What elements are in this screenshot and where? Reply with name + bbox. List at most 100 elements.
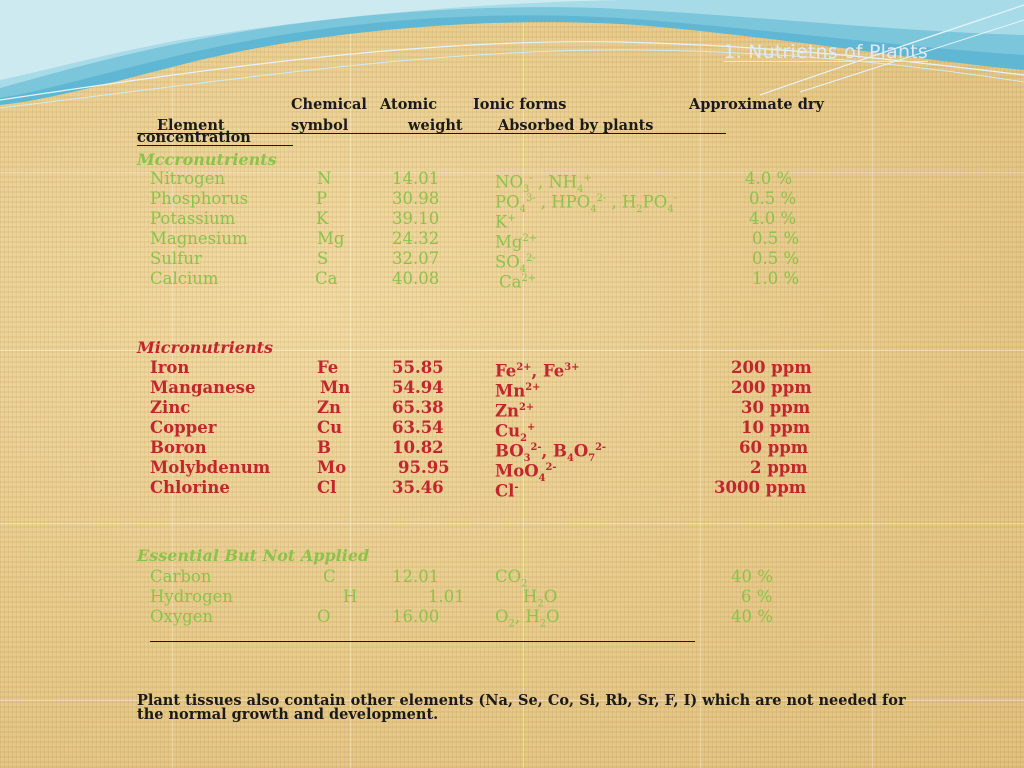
atomic-weight: 65.38	[392, 398, 444, 417]
atomic-weight: 16.00	[392, 607, 440, 626]
header-weight: weight	[408, 117, 463, 134]
element-symbol: S	[317, 249, 329, 268]
concentration: 40 %	[731, 567, 773, 586]
header-rule	[137, 133, 726, 134]
header-element: Element	[157, 117, 225, 134]
element-name: Chlorine	[150, 478, 230, 497]
ionic-forms: Mn2+	[495, 381, 541, 401]
page-title: 1. Nutrietns of Plants	[723, 41, 928, 63]
ionic-forms: Cl-	[495, 481, 519, 501]
header-concentration: concentration	[137, 129, 251, 146]
element-name: Iron	[150, 358, 190, 377]
ionic-forms: CO2	[495, 567, 528, 590]
element-name: Phosphorus	[150, 189, 249, 208]
footnote: Plant tissues also contain other element…	[137, 692, 906, 723]
header-ionic-forms: Ionic forms	[473, 96, 567, 113]
grid-line	[350, 0, 351, 768]
element-name: Boron	[150, 438, 207, 457]
atomic-weight: 24.32	[392, 229, 440, 248]
ionic-forms: K+	[495, 212, 516, 232]
element-symbol: K	[316, 209, 329, 228]
atomic-weight: 55.85	[392, 358, 444, 377]
element-symbol: P	[316, 189, 328, 208]
concentration: 60 ppm	[739, 438, 809, 457]
ionic-forms: MoO42-	[495, 461, 557, 484]
concentration: 0.5 %	[749, 189, 797, 208]
atomic-weight: 12.01	[392, 567, 440, 586]
element-symbol: N	[317, 169, 332, 188]
header-absorbed-by-plants: Absorbed by plants	[498, 117, 654, 134]
concentration: 2 ppm	[750, 458, 808, 477]
header-wave-decoration	[0, 0, 1024, 109]
ionic-forms: O2, H2O	[495, 607, 560, 630]
concentration: 200 ppm	[731, 378, 812, 397]
ionic-forms: PO43- , HPO42- , H2PO4-	[495, 192, 677, 215]
ionic-forms: NO3- , NH4+	[495, 172, 592, 195]
concentration: 4.0 %	[749, 209, 797, 228]
ionic-forms: Cu2+	[495, 421, 536, 444]
header-chemical: Chemical	[291, 96, 367, 113]
concentration: 0.5 %	[752, 229, 800, 248]
header-rule	[137, 145, 293, 146]
concentration: 30 ppm	[741, 398, 811, 417]
concentration: 10 ppm	[741, 418, 811, 437]
element-symbol: Cu	[317, 418, 343, 437]
element-symbol: Cl	[317, 478, 337, 497]
element-name: Nitrogen	[150, 169, 226, 188]
grid-line	[700, 0, 701, 768]
atomic-weight: 32.07	[392, 249, 440, 268]
ionic-forms: Ca2+	[499, 272, 537, 292]
element-symbol: B	[317, 438, 331, 457]
section-label-essential-not-applied: Essential But Not Applied	[137, 546, 370, 565]
atomic-weight: 30.98	[392, 189, 440, 208]
atomic-weight: 40.08	[392, 269, 440, 288]
concentration: 200 ppm	[731, 358, 812, 377]
atomic-weight: 63.54	[392, 418, 444, 437]
concentration: 6 %	[741, 587, 773, 606]
element-symbol: H	[343, 587, 358, 606]
ionic-forms: BO32-, B4O72-	[495, 441, 607, 464]
element-symbol: Zn	[317, 398, 342, 417]
concentration: 1.0 %	[752, 269, 800, 288]
atomic-weight: 54.94	[392, 378, 444, 397]
grid-line	[172, 0, 173, 768]
concentration: 4.0 %	[745, 169, 793, 188]
grid-line	[523, 0, 524, 768]
atomic-weight: 1.01	[428, 587, 465, 606]
atomic-weight: 14.01	[392, 169, 440, 188]
element-name: Magnesium	[150, 229, 248, 248]
ionic-forms: SO42-	[495, 252, 536, 275]
grid-line	[872, 0, 873, 768]
grid-line	[0, 172, 1024, 173]
element-symbol: Ca	[315, 269, 338, 288]
atomic-weight: 10.82	[392, 438, 444, 457]
concentration: 40 %	[731, 607, 773, 626]
ionic-forms: H2O	[523, 587, 558, 610]
element-name: Zinc	[150, 398, 191, 417]
atomic-weight: 95.95	[398, 458, 450, 477]
element-name: Carbon	[150, 567, 212, 586]
ionic-forms: Fe2+, Fe3+	[495, 361, 580, 381]
element-symbol: Fe	[317, 358, 339, 377]
grid-line	[0, 350, 1024, 351]
element-symbol: C	[323, 567, 336, 586]
atomic-weight: 35.46	[392, 478, 444, 497]
concentration: 3000 ppm	[714, 478, 807, 497]
element-name: Molybdenum	[150, 458, 271, 477]
header-approximate-dry: Approximate dry	[689, 96, 824, 113]
table-bottom-rule	[150, 641, 695, 642]
element-name: Oxygen	[150, 607, 214, 626]
concentration: 0.5 %	[752, 249, 800, 268]
element-symbol: O	[317, 607, 331, 626]
ionic-forms: Zn2+	[495, 401, 535, 421]
element-symbol: Mo	[317, 458, 347, 477]
element-symbol: Mg	[317, 229, 345, 248]
section-label-macronutrients: Mccronutrients	[137, 150, 277, 169]
element-name: Manganese	[150, 378, 256, 397]
header-symbol: symbol	[291, 117, 349, 134]
element-symbol: Mn	[320, 378, 351, 397]
element-name: Hydrogen	[150, 587, 234, 606]
grid-line	[0, 700, 1024, 701]
atomic-weight: 39.10	[392, 209, 440, 228]
ionic-forms: Mg2+	[495, 232, 538, 252]
